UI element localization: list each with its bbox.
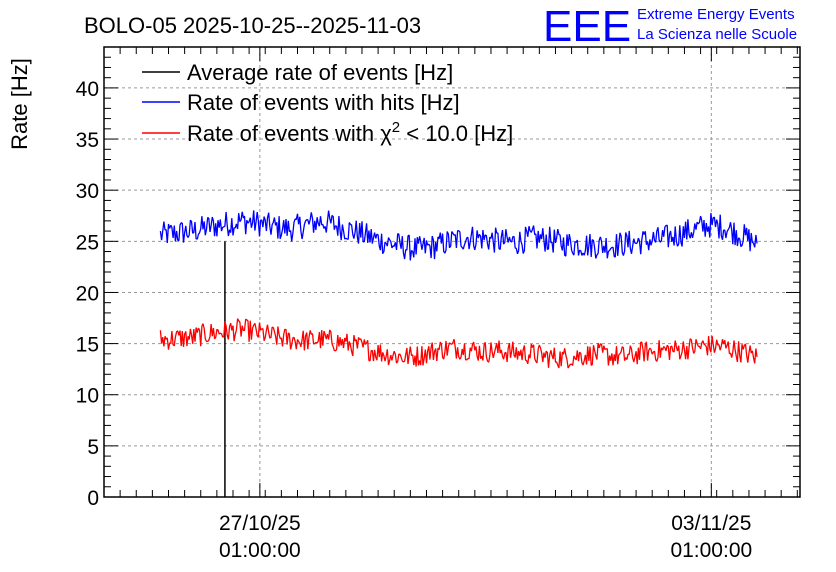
y-tick-label: 20 (76, 282, 99, 305)
eee-logo-mark: EEE (543, 2, 631, 51)
x-tick-label-time: 01:00:00 (219, 539, 301, 562)
legend: Average rate of events [Hz] Rate of event… (142, 60, 513, 146)
eee-logo: EEE Extreme Energy Events La Scienza nel… (543, 2, 797, 51)
x-tick-label-date: 27/10/25 (219, 512, 301, 535)
y-tick-label: 25 (76, 231, 99, 254)
y-tick-label: 30 (76, 180, 99, 203)
eee-logo-line1: Extreme Energy Events (637, 6, 795, 23)
grid (104, 47, 800, 497)
y-tick-label: 35 (76, 129, 99, 152)
y-tick-label: 10 (76, 385, 99, 408)
x-tick-label-time: 01:00:00 (670, 539, 752, 562)
axes: 0 5 10 15 20 25 30 35 40 27/10/25 01:00:00 03/11/25… (76, 46, 800, 562)
legend-entry: Rate of events with χ2 < 10.0 [Hz] (187, 119, 513, 146)
series-hits-line (159, 210, 758, 261)
y-axis-label: Rate [Hz] (7, 58, 32, 150)
y-tick-label: 40 (76, 78, 99, 101)
legend-entry: Rate of events with hits [Hz] (187, 90, 460, 115)
y-tick-label: 0 (87, 487, 99, 510)
data-layer (159, 210, 758, 497)
x-tick-label-date: 03/11/25 (671, 512, 751, 535)
y-tick-label: 15 (76, 334, 99, 357)
eee-logo-line2: La Scienza nelle Scuole (637, 26, 797, 43)
series-chi2-line (159, 318, 758, 369)
y-tick-label: 5 (87, 436, 99, 459)
chart-title: BOLO-05 2025-10-25--2025-11-03 (84, 13, 421, 38)
legend-entry: Average rate of events [Hz] (187, 60, 453, 85)
